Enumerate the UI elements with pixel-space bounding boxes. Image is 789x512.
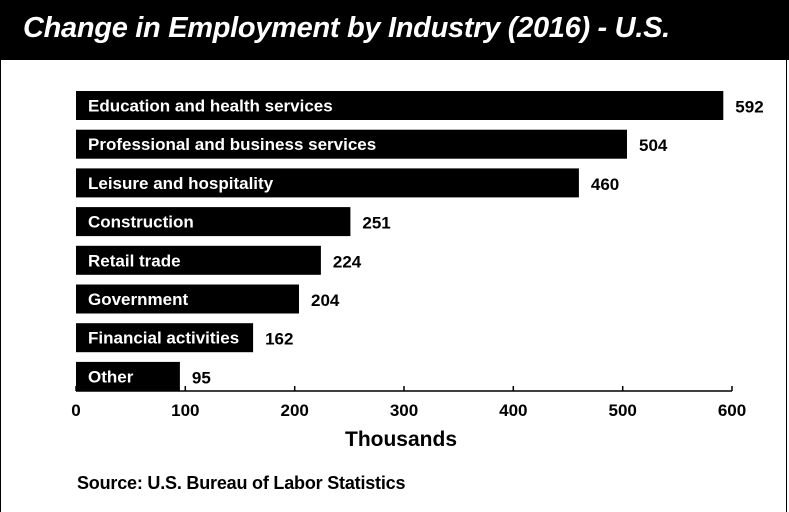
bars-layer: Education and health services 592 Professi…: [76, 91, 764, 391]
bar-value-label: 162: [265, 330, 293, 349]
chart-title: Change in Employment by Industry (2016) …: [23, 12, 670, 44]
x-tick-label: 500: [609, 401, 637, 420]
bar: [76, 129, 627, 159]
bar-category-label: Retail trade: [88, 251, 181, 270]
bar-value-label: 460: [591, 175, 619, 194]
bar: [76, 361, 180, 391]
x-tick-label: 600: [718, 401, 746, 420]
bar-value-label: 204: [311, 291, 340, 310]
bar: [76, 207, 351, 237]
x-tick-label: 400: [499, 401, 527, 420]
bar: [76, 323, 254, 353]
x-tick-label: 300: [390, 401, 418, 420]
bar: [76, 284, 299, 314]
bar-category-label: Professional and business services: [88, 135, 376, 154]
bar-value-label: 251: [362, 214, 390, 233]
bar: [76, 245, 321, 275]
title-bar: Change in Employment by Industry (2016) …: [1, 0, 789, 60]
bar-value-label: 504: [639, 136, 668, 155]
x-axis-title: Thousands: [345, 428, 458, 451]
bar: [76, 91, 724, 120]
bar-category-label: Government: [88, 290, 188, 309]
source-note: Source: U.S. Bureau of Labor Statistics: [77, 473, 406, 493]
bar-category-label: Leisure and hospitality: [88, 174, 274, 193]
bar-category-label: Other: [88, 367, 134, 386]
bar-value-label: 224: [333, 252, 362, 271]
bar-value-label: 592: [735, 98, 763, 117]
x-tick-label: 100: [171, 401, 199, 420]
x-axis: 0 100 200 300 400 500 600: [71, 386, 746, 420]
x-tick-label: 0: [71, 401, 80, 420]
bar-value-label: 95: [192, 368, 211, 387]
bar-category-label: Financial activities: [88, 329, 239, 348]
bar-category-label: Education and health services: [88, 97, 333, 116]
bar-category-label: Construction: [88, 213, 194, 232]
bar: [76, 168, 579, 198]
x-tick-label: 200: [281, 401, 309, 420]
